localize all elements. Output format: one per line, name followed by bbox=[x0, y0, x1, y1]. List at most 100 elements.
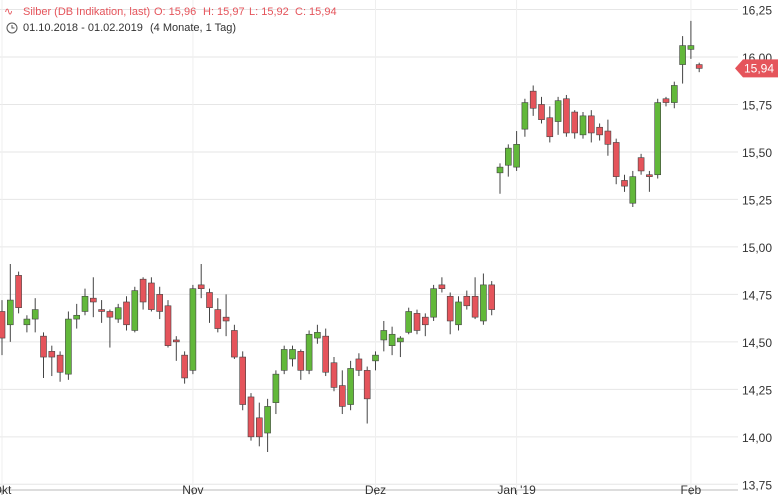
candle-body bbox=[612, 142, 620, 177]
candle-body bbox=[496, 166, 504, 174]
open-value: O: 15,96 bbox=[154, 6, 196, 18]
candle-body bbox=[231, 330, 238, 358]
candle-body bbox=[81, 295, 89, 312]
candle-body bbox=[446, 295, 454, 322]
candle-body bbox=[488, 284, 496, 310]
candle-body bbox=[554, 100, 562, 122]
candle-body bbox=[189, 288, 197, 371]
candle-body bbox=[654, 102, 662, 176]
candle-body bbox=[297, 351, 305, 371]
y-tick-label: 15,25 bbox=[742, 194, 772, 208]
candle-body bbox=[40, 335, 47, 358]
candle-body bbox=[679, 45, 686, 65]
y-tick-label: 15,75 bbox=[742, 99, 772, 113]
x-tick-label: Okt bbox=[0, 483, 12, 497]
candle-body bbox=[247, 396, 255, 438]
candle-body bbox=[563, 98, 570, 134]
candle-body bbox=[322, 335, 330, 373]
candle-body bbox=[587, 115, 595, 134]
candle-body bbox=[272, 373, 280, 403]
candle-body bbox=[662, 98, 670, 103]
candle-body bbox=[264, 406, 271, 434]
x-tick-label: Dez bbox=[365, 483, 386, 497]
y-tick-label: 13,75 bbox=[742, 478, 772, 492]
candle-body bbox=[438, 284, 446, 289]
candle-body bbox=[621, 180, 628, 187]
candle-body bbox=[695, 64, 703, 69]
candle-body bbox=[330, 362, 338, 388]
y-tick-label: 14,75 bbox=[742, 289, 772, 303]
candle-body bbox=[347, 368, 354, 405]
candle-body bbox=[463, 295, 471, 307]
candle-body bbox=[206, 292, 213, 308]
candle-body bbox=[239, 356, 246, 405]
instrument-title: Silber (DB Indikation, last) bbox=[23, 6, 150, 18]
x-tick-label: Feb bbox=[681, 483, 702, 497]
candle-body bbox=[181, 354, 188, 379]
candle-body bbox=[372, 354, 379, 362]
low-value: L: 15,92 bbox=[249, 6, 289, 18]
candle-body bbox=[65, 318, 72, 375]
x-tick-label: Nov bbox=[182, 483, 203, 497]
interval: (4 Monate, 1 Tag) bbox=[150, 22, 236, 34]
candle-body bbox=[131, 290, 139, 331]
candle-body bbox=[156, 294, 163, 312]
candle-body bbox=[504, 147, 512, 166]
candle-body bbox=[529, 90, 537, 109]
candle-body bbox=[139, 278, 147, 303]
high-value: H: 15,97 bbox=[203, 6, 245, 18]
candle-body bbox=[355, 358, 363, 371]
wave-icon: ∿ bbox=[4, 6, 13, 18]
last-price-badge bbox=[735, 59, 778, 78]
candle-body bbox=[397, 337, 404, 343]
candle-body bbox=[513, 144, 520, 168]
candle-body bbox=[56, 354, 64, 373]
close-value: C: 15,94 bbox=[295, 6, 337, 18]
candle-body bbox=[471, 295, 479, 318]
y-tick-label: 14,00 bbox=[742, 431, 772, 445]
clock-hands bbox=[11, 25, 15, 29]
candle-body bbox=[289, 349, 296, 360]
clock-icon bbox=[6, 22, 18, 34]
candle-body bbox=[90, 297, 97, 303]
candle-body bbox=[31, 309, 39, 320]
candle-body bbox=[214, 309, 222, 329]
candle-body bbox=[521, 102, 529, 130]
x-tick-label: Jan '19 bbox=[497, 483, 536, 497]
candle-body bbox=[7, 299, 14, 326]
candle-body bbox=[430, 288, 437, 318]
candle-body bbox=[164, 305, 172, 346]
candle-body bbox=[421, 316, 429, 326]
y-tick-label: 14,50 bbox=[742, 336, 772, 350]
candle-body bbox=[629, 176, 637, 204]
candle-body bbox=[106, 311, 114, 318]
candle-body bbox=[222, 316, 230, 322]
candle-body bbox=[579, 115, 587, 136]
candle-body bbox=[571, 111, 579, 134]
y-tick-label: 14,25 bbox=[742, 384, 772, 398]
header: ∿ Silber (DB Indikation, last) O: 15,96 … bbox=[4, 6, 337, 34]
candle-body bbox=[114, 307, 122, 320]
y-tick-label: 15,50 bbox=[742, 146, 772, 160]
candle-body bbox=[546, 117, 554, 138]
candle-body bbox=[596, 126, 603, 136]
candle-body bbox=[148, 282, 155, 310]
candle-body bbox=[388, 333, 396, 346]
candle-body bbox=[305, 333, 313, 371]
candle-body bbox=[48, 351, 56, 358]
last-price-label: 15,94 bbox=[744, 62, 774, 76]
candle-body bbox=[687, 45, 695, 50]
candle-body bbox=[637, 157, 645, 172]
candle-body bbox=[173, 339, 180, 343]
candle-body bbox=[123, 301, 130, 326]
candle-body bbox=[0, 311, 6, 339]
y-tick-label: 15,00 bbox=[742, 241, 772, 255]
candle-body bbox=[480, 284, 487, 322]
candle-body bbox=[670, 85, 678, 103]
candle-body bbox=[405, 311, 413, 333]
candle-body bbox=[197, 284, 205, 289]
candle-body bbox=[380, 330, 388, 341]
candle-body bbox=[455, 301, 462, 326]
